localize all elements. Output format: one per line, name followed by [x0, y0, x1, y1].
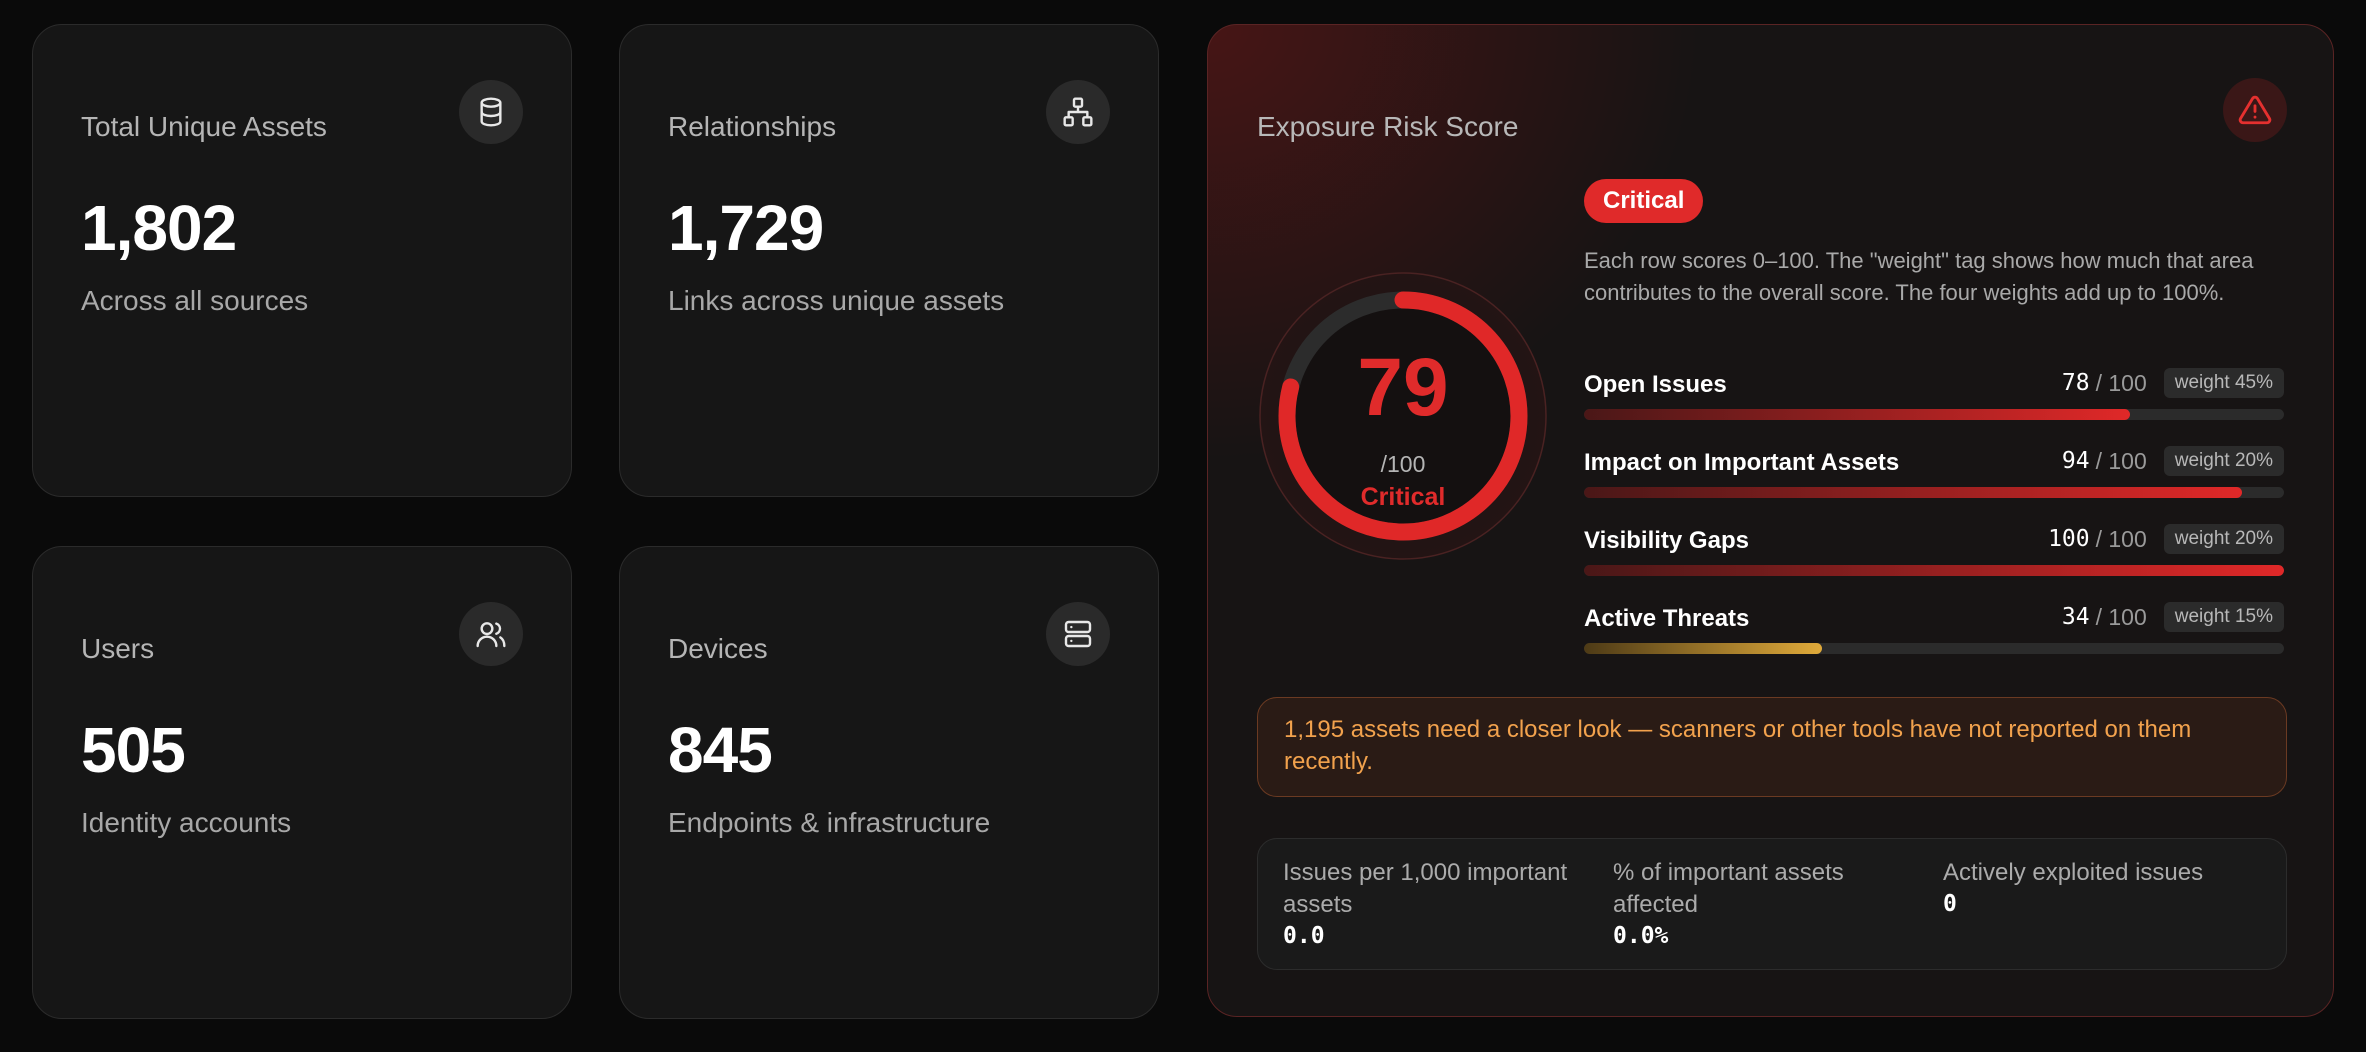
stat-subtitle: Links across unique assets [668, 285, 1005, 316]
metric-row-impact: Impact on Important Assets 94 / 100 weig… [1584, 446, 2284, 499]
risk-score-denominator: /100 [1380, 451, 1426, 477]
risk-title: Exposure Risk Score [1257, 111, 1519, 142]
users-icon [459, 602, 523, 666]
metric-label: Open Issues [1584, 371, 1727, 398]
metric-progress-track [1584, 643, 2284, 654]
metric-progress-fill [1584, 643, 1822, 654]
metric-row-visibility-gaps: Visibility Gaps 100 / 100 weight 20% [1584, 524, 2284, 577]
metric-score: 78 [2061, 370, 2090, 396]
metric-row-open-issues: Open Issues 78 / 100 weight 45% [1584, 368, 2284, 421]
database-icon [459, 80, 523, 144]
stat-value: 1,729 [668, 192, 824, 264]
exposure-risk-card: Exposure Risk Score 79 /100 Critical Cri… [1207, 24, 2334, 1017]
metric-weight-tag: weight 45% [2163, 368, 2284, 398]
stat-title: Devices [668, 633, 768, 664]
stat-value: 505 [81, 714, 186, 786]
metric-label: Visibility Gaps [1584, 527, 1749, 554]
stat-card-devices: Devices 845 Endpoints & infrastructure [619, 546, 1159, 1019]
stat-title: Relationships [668, 111, 837, 142]
kpi-value: 0 [1943, 891, 1957, 917]
metric-weight-tag: weight 20% [2163, 524, 2284, 554]
stat-subtitle: Identity accounts [81, 807, 292, 838]
risk-level-label: Critical [1360, 483, 1446, 511]
kpi-panel: Issues per 1,000 important assets 0.0 % … [1257, 838, 2287, 970]
stat-card-relationships: Relationships 1,729 Links across unique … [619, 24, 1159, 497]
metric-score: 94 [2061, 448, 2090, 474]
kpi-label: % of important assets affected [1613, 859, 1844, 918]
risk-description: Each row scores 0–100. The "weight" tag … [1584, 248, 2254, 305]
stat-subtitle: Across all sources [81, 285, 309, 316]
stat-title: Total Unique Assets [81, 111, 327, 142]
stat-card-users: Users 505 Identity accounts [32, 546, 572, 1019]
kpi-percent-affected: % of important assets affected 0.0% [1613, 857, 1913, 951]
metric-row-active-threats: Active Threats 34 / 100 weight 15% [1584, 602, 2284, 655]
metric-progress-fill [1584, 487, 2242, 498]
metric-progress-fill [1584, 565, 2284, 576]
stat-subtitle: Endpoints & infrastructure [668, 807, 991, 838]
risk-level-badge: Critical [1584, 179, 1704, 223]
stat-value: 845 [668, 714, 773, 786]
metric-label: Active Threats [1584, 605, 1750, 632]
metric-weight-tag: weight 15% [2163, 602, 2284, 632]
metric-progress-track [1584, 409, 2284, 420]
metric-denominator: / 100 [2095, 447, 2147, 474]
kpi-value: 0.0 [1283, 923, 1325, 949]
stat-card-total-assets: Total Unique Assets 1,802 Across all sou… [32, 24, 572, 497]
stale-assets-notice: 1,195 assets need a closer look — scanne… [1257, 697, 2287, 797]
stat-value: 1,802 [81, 192, 237, 264]
metric-denominator: / 100 [2095, 525, 2147, 552]
gauge-progress-arc [1278, 291, 1528, 541]
network-icon [1046, 80, 1110, 144]
gauge-inner-disc [1287, 300, 1519, 532]
kpi-label: Actively exploited issues [1943, 859, 2204, 886]
server-icon [1046, 602, 1110, 666]
alert-triangle-icon [2223, 78, 2287, 142]
metric-score: 100 [2048, 526, 2090, 552]
risk-gauge: 79 /100 Critical [1258, 271, 1548, 561]
metric-denominator: / 100 [2095, 603, 2147, 630]
stat-title: Users [81, 633, 155, 664]
metric-score: 34 [2061, 604, 2090, 630]
metric-progress-track [1584, 487, 2284, 498]
metric-denominator: / 100 [2095, 369, 2147, 396]
metric-progress-fill [1584, 409, 2130, 420]
risk-score-value: 79 [1357, 342, 1449, 433]
metric-weight-tag: weight 20% [2163, 446, 2284, 476]
metric-progress-track [1584, 565, 2284, 576]
kpi-exploited-issues: Actively exploited issues 0 [1943, 857, 2243, 919]
kpi-value: 0.0% [1613, 923, 1669, 949]
metric-label: Impact on Important Assets [1584, 449, 1900, 476]
kpi-issues-per-1000: Issues per 1,000 important assets 0.0 [1283, 857, 1583, 951]
kpi-label: Issues per 1,000 important assets [1283, 859, 1568, 918]
